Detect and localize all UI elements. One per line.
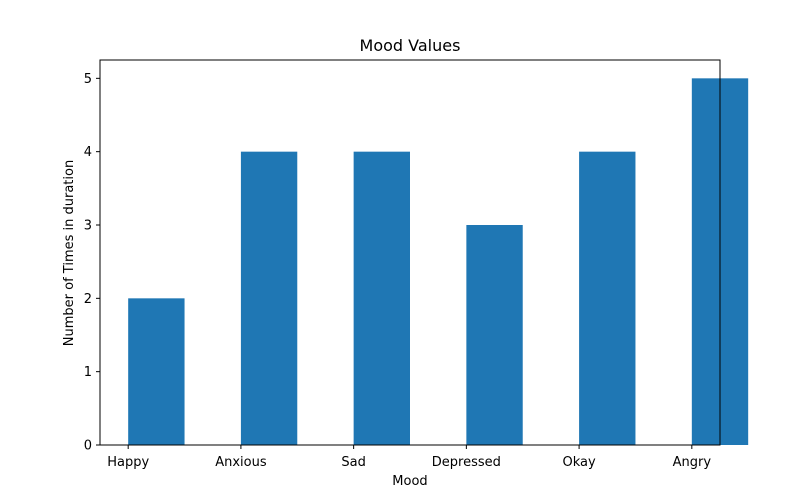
x-axis-label: Mood [392, 474, 427, 489]
x-tick-label: Angry [673, 455, 712, 470]
chart-title: Mood Values [360, 36, 461, 55]
y-tick-label: 2 [84, 292, 92, 307]
bar-happy [128, 298, 185, 445]
y-tick-label: 0 [84, 439, 92, 454]
bar-anxious [240, 151, 298, 445]
bar-okay [579, 151, 636, 445]
y-tick-label: 5 [84, 72, 92, 87]
y-axis-label: Number of Times in duration [62, 160, 77, 346]
x-tick-label: Anxious [215, 455, 267, 470]
axes-layer: Happy Anxious Sad Depressed Okay Angry 0 1 2 3 4 5 [84, 59, 721, 470]
axes-frame [99, 59, 721, 446]
x-tick-label: Depressed [432, 455, 501, 470]
bars-layer [128, 78, 749, 445]
y-tick-label: 1 [84, 365, 92, 380]
y-tick-label: 3 [84, 219, 92, 234]
bar-depressed [466, 225, 523, 445]
bar-sad [353, 151, 410, 445]
x-tick-label: Happy [107, 455, 149, 470]
y-tick-label: 4 [84, 145, 92, 160]
x-tick-label: Okay [562, 455, 595, 470]
x-tick-label: Sad [341, 455, 365, 470]
